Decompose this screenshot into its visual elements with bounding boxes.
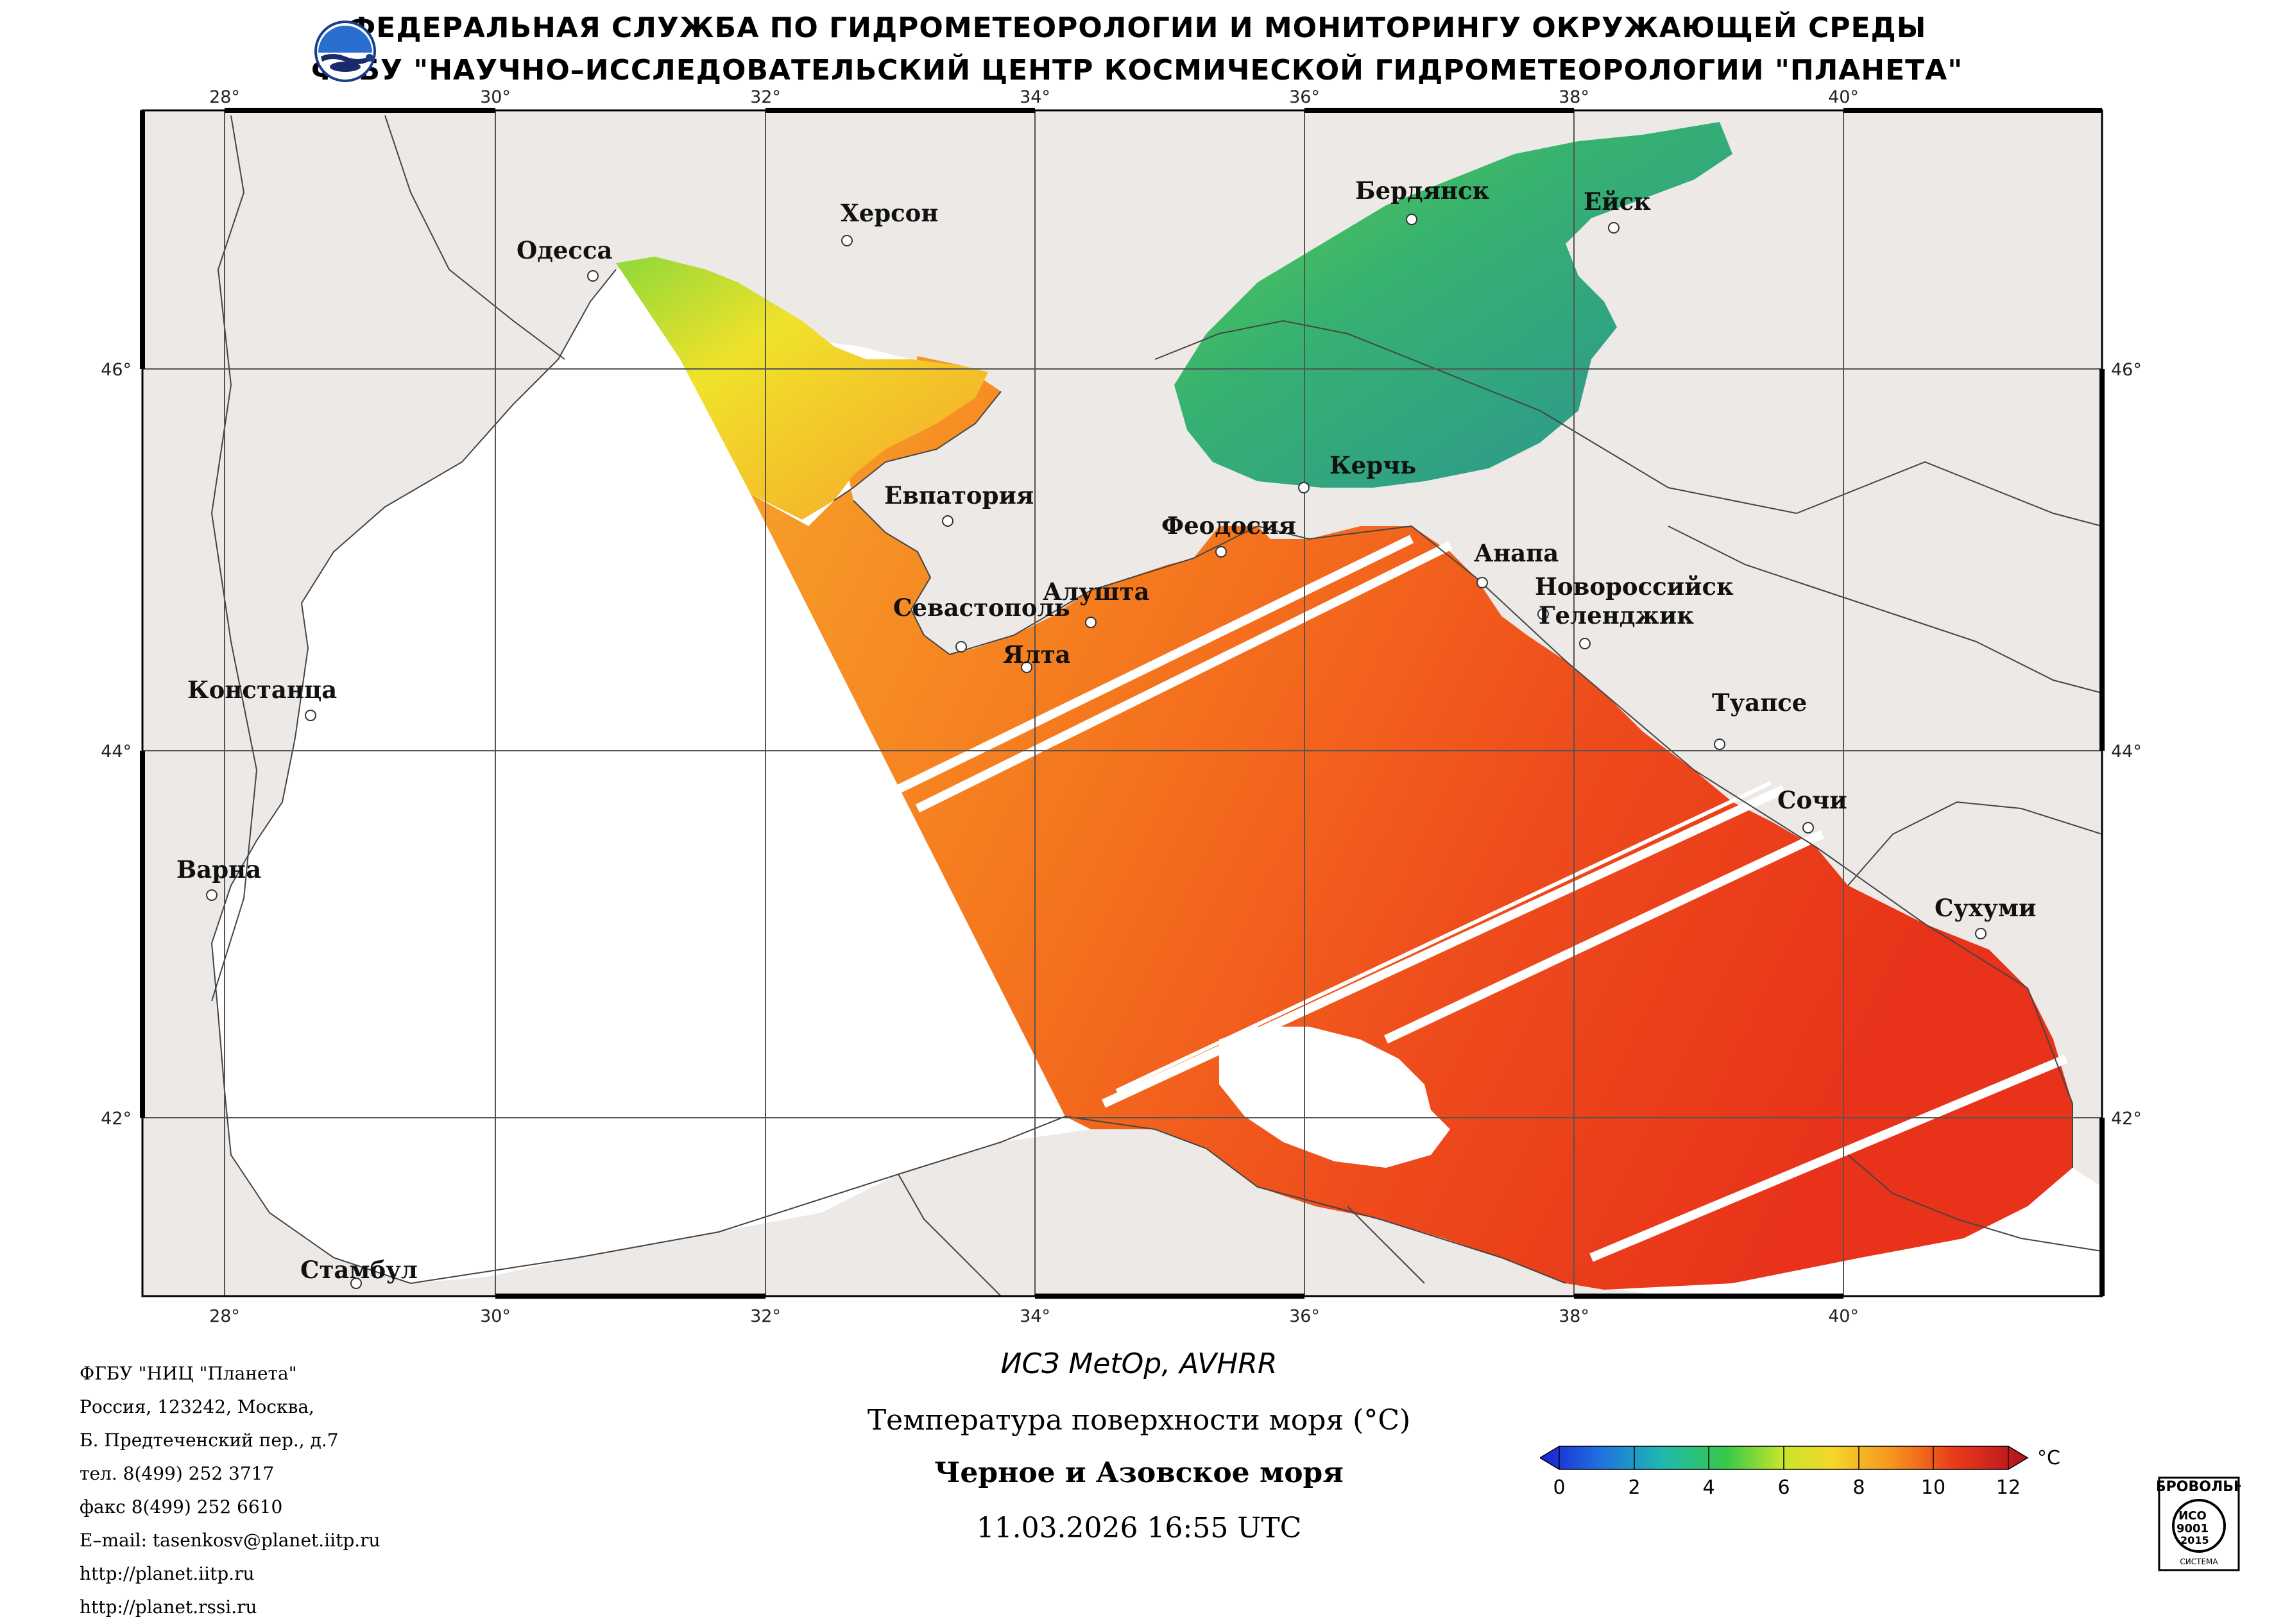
sst-map: 28° 30° 32° 34° 36° 38° 40° 28° 30° 32° … [101,87,2142,1326]
graticule [142,110,2102,1296]
city-evpatoria: Евпатория [884,481,1034,509]
city-sevastopol: Севастополь [893,594,1070,622]
colorbar-tick-0: 0 [1553,1476,1565,1499]
lat-tick-left-46: 46° [101,360,132,380]
city-alushta: Алушта [1043,577,1150,606]
colorbar-unit: °C [2037,1447,2060,1469]
info-link[interactable]: http://planet.iitp.ru [80,1563,255,1584]
lon-tick-top-38: 38° [1559,87,1589,107]
header-line-1: ФЕДЕРАЛЬНАЯ СЛУЖБА ПО ГИДРОМЕТЕОРОЛОГИИ … [347,12,1927,44]
info-link[interactable]: http://planet.rssi.ru [80,1596,257,1618]
city-constanta: Констанца [187,676,337,704]
lon-tick-top-28: 28° [209,87,240,107]
lon-tick-bottom-30: 30° [480,1306,511,1326]
city-feodosia: Феодосия [1161,511,1296,540]
info-line: Россия, 123242, Москва, [80,1396,314,1417]
city-berdyansk: Бердянск [1355,176,1490,205]
lon-tick-bottom-34: 34° [1020,1306,1050,1326]
lat-tick-right-42: 42° [2111,1109,2142,1129]
colorbar-tick-10: 10 [1921,1476,1945,1499]
sst-nw-shelf [616,257,988,520]
info-line: тел. 8(499) 252 3717 [80,1463,275,1484]
info-email: E–mail: tasenkosv@planet.iitp.ru [80,1530,380,1551]
colorbar-tick-6: 6 [1777,1476,1790,1499]
info-line: факс 8(499) 252 6610 [80,1496,283,1517]
info-line: ФГБУ "НИЦ "Планета" [80,1363,297,1384]
colorbar-tick-2: 2 [1628,1476,1640,1499]
info-line: Б. Предтеченский пер., д.7 [80,1430,339,1451]
lon-tick-top-36: 36° [1289,87,1320,107]
lon-tick-bottom-40: 40° [1828,1306,1859,1326]
lon-tick-bottom-38: 38° [1559,1306,1589,1326]
colorbar-ticks [1559,1446,2009,1469]
header-line-2: ФГБУ "НАУЧНО–ИССЛЕДОВАТЕЛЬСКИЙ ЦЕНТР КОС… [311,54,1963,87]
parameter-caption: Температура поверхности моря (°C) [867,1404,1411,1437]
colorbar: 0 2 4 6 8 10 12 °C [1540,1446,2060,1499]
city-yeysk: Ейск [1584,187,1651,216]
city-tuapse: Туапсе [1712,688,1807,717]
lat-tick-right-44: 44° [2111,742,2142,762]
scan-gaps [896,534,2068,1262]
city-kerch: Керчь [1329,451,1416,479]
iso-badge-top: ДОБРОВОЛЬНАЯ [2157,1479,2241,1495]
lon-tick-top-30: 30° [480,87,511,107]
iso-badge-mid: ИСО [2178,1509,2207,1523]
city-sochi: Сочи [1777,786,1847,814]
sst-azov-sea [1174,122,1732,488]
lon-tick-bottom-32: 32° [750,1306,781,1326]
planeta-logo-icon [314,21,376,82]
colorbar-tick-4: 4 [1702,1476,1714,1499]
iso-badge-year: -2015 [2176,1534,2209,1546]
datetime-caption: 11.03.2026 16:55 UTC [976,1512,1302,1544]
colorbar-tick-8: 8 [1852,1476,1865,1499]
city-anapa: Анапа [1474,539,1559,567]
organization-info: ФГБУ "НИЦ "Планета" Россия, 123242, Моск… [80,1357,380,1624]
lon-tick-top-32: 32° [750,87,781,107]
lon-tick-top-34: 34° [1020,87,1050,107]
cloud-gap [1219,1027,1450,1168]
city-sukhumi: Сухуми [1935,894,2036,922]
coastlines [210,115,2102,1296]
city-novorossiysk: Новороссийск [1535,572,1734,601]
sst-black-sea [751,356,2073,1290]
frame-ticks [140,108,2105,1299]
iso-certification-badge: ДОБРОВОЛЬНАЯ ИСО 9001 -2015 СИСТЕМА [2157,1476,2241,1571]
city-varna: Варна [176,855,261,884]
city-markers [206,214,1987,1289]
lon-tick-top-40: 40° [1828,87,1859,107]
satellite-caption: ИСЗ MetOp, AVHRR [1000,1347,1278,1380]
iso-badge-bottom: СИСТЕМА [2180,1557,2218,1566]
city-odessa: Одесса [517,236,612,264]
city-istanbul: Стамбул [300,1256,418,1284]
lat-tick-left-44: 44° [101,742,132,762]
city-yalta: Ялта [1003,640,1071,669]
lat-tick-left-42: 42° [101,1109,132,1129]
iso-badge-num: 9001 [2176,1522,2209,1535]
region-caption: Черное и Азовское моря [934,1457,1344,1489]
colorbar-tick-12: 12 [1996,1476,2021,1499]
city-kherson: Херсон [841,199,938,227]
lat-tick-right-46: 46° [2111,360,2142,380]
lon-tick-bottom-28: 28° [209,1306,240,1326]
lon-tick-bottom-36: 36° [1289,1306,1320,1326]
city-gelendzhik: Геленджик [1539,601,1694,629]
